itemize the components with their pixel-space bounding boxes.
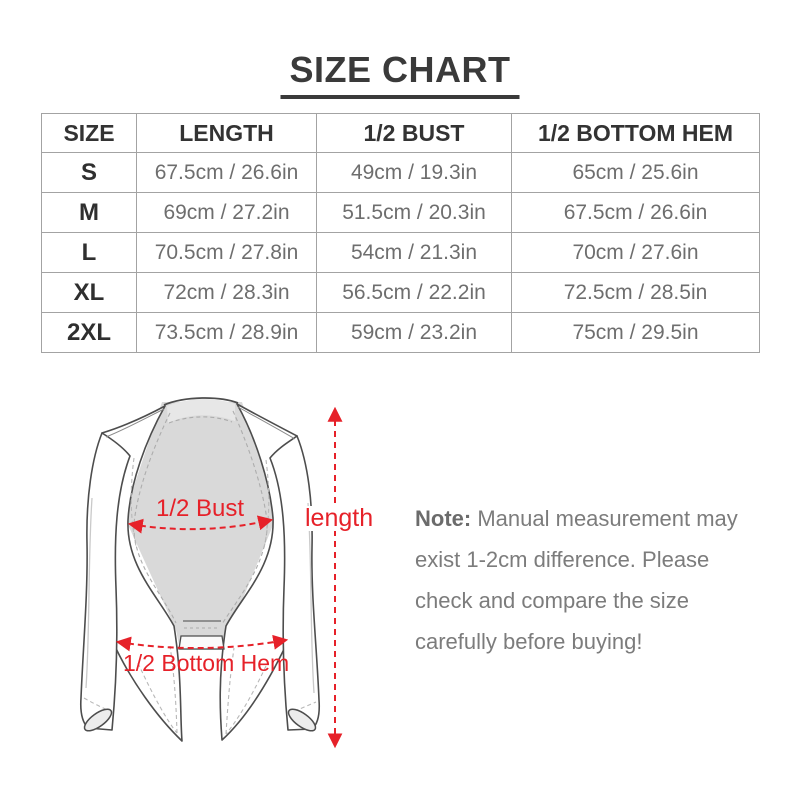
hem-cell: 67.5cm / 26.6in — [511, 192, 760, 233]
collar — [105, 397, 296, 549]
size-cell: L — [41, 232, 137, 273]
hem-cell: 65cm / 25.6in — [511, 152, 760, 193]
bust-cell: 49cm / 19.3in — [316, 152, 512, 193]
note-line: Note: Manual measurement may — [415, 506, 738, 531]
bottom-hem-arrow — [115, 634, 289, 652]
bust-cell: 56.5cm / 22.2in — [316, 272, 512, 313]
measurement-arrows — [115, 406, 343, 749]
size-cell: M — [41, 192, 137, 233]
hem-cell: 75cm / 29.5in — [511, 312, 760, 353]
left-sleeve — [79, 432, 131, 732]
note-line: check and compare the size — [415, 588, 689, 613]
cardigan-measurement-diagram: 1/2 Bust length 1/2 Bottom Hem — [50, 378, 410, 778]
table-row-s: S 67.5cm / 26.6in 49cm / 19.3in 65cm / 2… — [41, 152, 760, 193]
bust-label: 1/2 Bust — [156, 495, 245, 522]
length-cell: 67.5cm / 26.6in — [136, 152, 317, 193]
note-line: exist 1-2cm difference. Please — [415, 547, 710, 572]
right-cuff — [287, 708, 317, 732]
bust-cell: 51.5cm / 20.3in — [316, 192, 512, 233]
left-cuff — [83, 708, 113, 732]
header-cell-length: LENGTH — [136, 113, 317, 153]
length-cell: 70.5cm / 27.8in — [136, 232, 317, 273]
hem-cell: 70cm / 27.6in — [511, 232, 760, 273]
length-label: length — [302, 506, 377, 531]
table-header-row: SIZE LENGTH 1/2 BUST 1/2 BOTTOM HEM — [41, 113, 760, 153]
table-row-l: L 70.5cm / 27.8in 54cm / 21.3in 70cm / 2… — [41, 232, 760, 273]
note-label: Note: — [415, 506, 472, 531]
bust-arrow — [127, 515, 274, 534]
bust-cell: 59cm / 23.2in — [316, 312, 512, 353]
header-cell-hem: 1/2 BOTTOM HEM — [511, 113, 760, 153]
length-cell: 69cm / 27.2in — [136, 192, 317, 233]
cardigan-sketch — [79, 397, 343, 749]
page-title: SIZE CHART — [280, 49, 520, 99]
size-chart-table: SIZE LENGTH 1/2 BUST 1/2 BOTTOM HEM S 67… — [41, 113, 760, 353]
header-cell-bust: 1/2 BUST — [316, 113, 512, 153]
hem-cell: 72.5cm / 28.5in — [511, 272, 760, 313]
table-row-m: M 69cm / 27.2in 51.5cm / 20.3in 67.5cm /… — [41, 192, 760, 233]
header-cell-size: SIZE — [41, 113, 137, 153]
bust-cell: 54cm / 21.3in — [316, 232, 512, 273]
table-row-xl: XL 72cm / 28.3in 56.5cm / 22.2in 72.5cm … — [41, 272, 760, 313]
length-cell: 72cm / 28.3in — [136, 272, 317, 313]
note-block: Note: Manual measurement may exist 1-2cm… — [415, 498, 745, 662]
length-cell: 73.5cm / 28.9in — [136, 312, 317, 353]
bottom-hem-label: 1/2 Bottom Hem — [123, 650, 290, 676]
size-cell: S — [41, 152, 137, 193]
table-row-2xl: 2XL 73.5cm / 28.9in 59cm / 23.2in 75cm /… — [41, 312, 760, 353]
size-cell: 2XL — [41, 312, 137, 353]
note-line: carefully before buying! — [415, 629, 643, 654]
size-cell: XL — [41, 272, 137, 313]
